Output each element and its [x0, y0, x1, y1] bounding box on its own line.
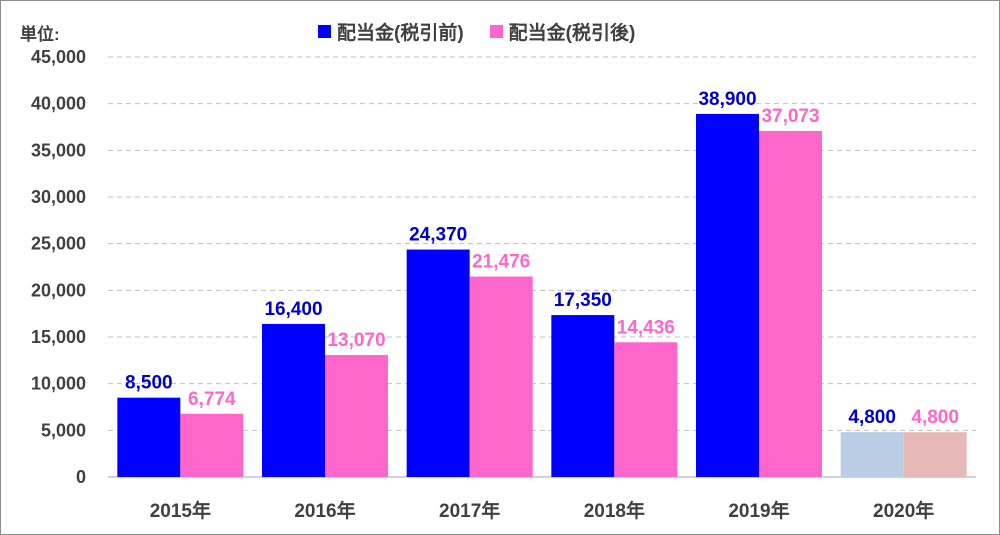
y-tick-label: 20,000 — [31, 280, 86, 300]
y-tick-label: 40,000 — [31, 94, 86, 114]
x-tick-label: 2016年 — [294, 499, 355, 522]
x-tick-label: 2017年 — [439, 499, 500, 522]
bar-posttax — [759, 130, 822, 477]
legend-swatch-posttax — [489, 25, 503, 38]
data-label: 6,774 — [188, 389, 236, 410]
y-tick-label: 5,000 — [41, 420, 86, 440]
legend-label-pretax: 配当金(税引前) — [337, 23, 464, 44]
x-tick-label: 2015年 — [150, 499, 211, 522]
y-tick-label: 10,000 — [31, 374, 86, 394]
data-label: 24,370 — [409, 225, 467, 246]
legend-item-posttax: 配当金(税引後) — [489, 18, 636, 45]
bar-posttax — [614, 342, 678, 477]
x-tick-label: 2020年 — [873, 499, 934, 522]
legend-swatch-pretax — [318, 25, 331, 38]
legend-label-posttax: 配当金(税引後) — [508, 23, 636, 44]
data-label: 21,476 — [472, 252, 530, 273]
data-label: 13,070 — [327, 330, 385, 351]
bar-posttax — [469, 276, 533, 477]
data-label: 8,500 — [125, 373, 173, 394]
legend: 配当金(税引前) 配当金(税引後) — [318, 18, 661, 45]
data-label: 16,400 — [264, 299, 322, 320]
bar-pretax — [696, 113, 759, 477]
bar-pretax — [406, 249, 470, 477]
data-label: 14,436 — [617, 317, 675, 338]
data-label: 38,900 — [698, 89, 756, 110]
bar-pretax — [117, 397, 181, 477]
x-tick-label: 2019年 — [728, 499, 789, 522]
data-label: 37,073 — [761, 106, 819, 127]
data-label: 4,800 — [911, 407, 959, 428]
bar-pretax — [262, 323, 325, 477]
y-tick-label: 25,000 — [31, 234, 86, 254]
bar-pretax — [840, 432, 904, 477]
y-tick-label: 30,000 — [31, 187, 86, 207]
y-tick-label: 0 — [76, 467, 86, 487]
legend-item-pretax: 配当金(税引前) — [318, 18, 464, 45]
bar-posttax — [325, 355, 388, 477]
bar-posttax — [903, 432, 967, 477]
data-label: 4,800 — [848, 407, 896, 428]
bar-pretax — [551, 315, 615, 477]
y-tick-label: 45,000 — [31, 47, 86, 67]
data-label: 17,350 — [554, 290, 612, 311]
bar-posttax — [180, 413, 244, 477]
unit-label: 単位: — [20, 25, 60, 44]
x-tick-label: 2018年 — [584, 499, 645, 522]
y-tick-label: 15,000 — [31, 327, 86, 347]
y-tick-label: 35,000 — [31, 140, 86, 160]
